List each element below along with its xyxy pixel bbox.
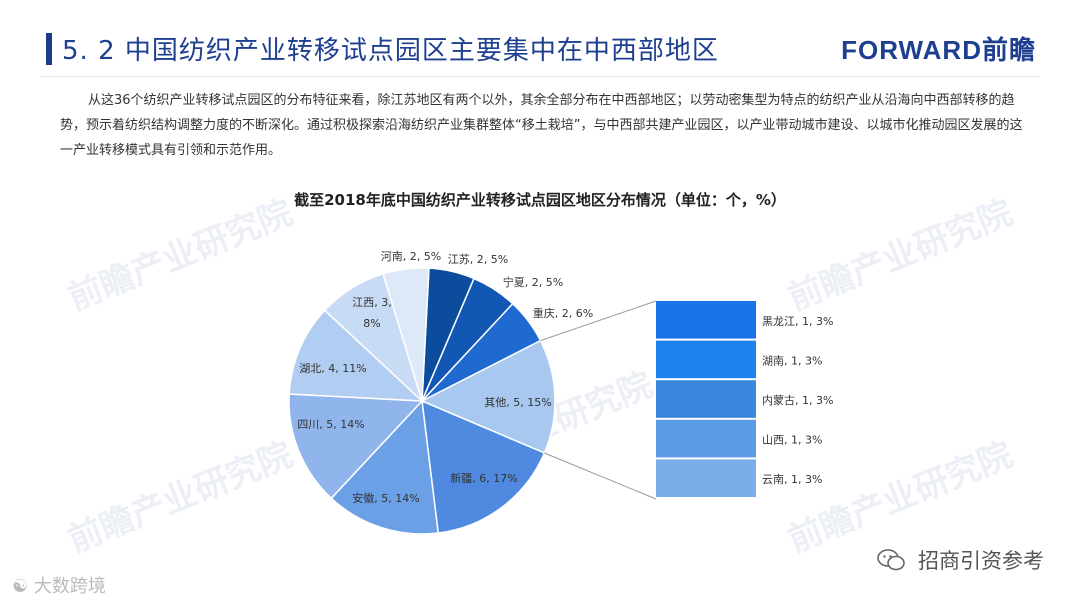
chart-title: 截至2018年底中国纺织产业转移试点园区地区分布情况（单位：个，%） [294,191,786,209]
footer-wechat-account: 招商引资参考 [877,545,1044,575]
bar-label-内蒙古: 内蒙古, 1, 3% [762,393,833,407]
pie-label-江西-percent: 8% [363,317,380,330]
brand-logo: FORWARD前瞻 [841,35,1036,65]
pie-label-河南: 河南, 2, 5% [381,250,441,263]
pie-label-新疆: 新疆, 6, 17% [450,471,517,485]
pie-label-四川: 四川, 5, 14% [297,418,364,431]
pie-label-宁夏: 宁夏, 2, 5% [503,275,563,289]
bar-label-云南: 云南, 1, 3% [762,473,822,486]
pie-slice-其他 [420,339,556,454]
bar-label-湖南: 湖南, 1, 3% [762,354,822,367]
title-accent-bar [46,33,52,65]
bar-label-山西: 山西, 1, 3% [762,434,822,447]
pie-slice-湖北 [288,309,425,402]
connector-line-top [540,300,657,342]
footer-left-label: 大数跨境 [33,576,106,597]
bar-label-黑龙江: 黑龙江, 1, 3% [762,315,833,328]
pie-slice-安徽 [330,399,440,535]
pie-label-江西: 江西, 3, [352,296,392,309]
source-logo-icon: ☯ [12,576,29,597]
wechat-account-name: 招商引资参考 [918,549,1044,573]
pie-slice-河南 [382,267,430,402]
footer-source-logo: ☯ 大数跨境 [12,572,106,598]
bar-segment-山西 [656,419,756,458]
bar-segment-云南 [656,459,756,497]
header-divider [40,76,1040,77]
pie-slice-四川 [288,393,424,500]
bar-segment-黑龙江 [656,301,756,339]
pie-label-湖北: 湖北, 4, 11% [299,362,366,375]
pie-label-重庆: 重庆, 2, 6% [533,306,593,320]
bar-segment-内蒙古 [656,380,756,418]
intro-paragraph: 从这36个纺织产业转移试点园区的分布特征来看，除江苏地区有两个以外，其余全部分布… [60,93,1023,158]
bar-segment-湖南 [656,340,756,379]
pie-label-安徽: 安徽, 5, 14% [352,491,419,505]
pie-label-江苏: 江苏, 2, 5% [448,253,508,266]
pie-label-其他: 其他, 5, 15% [484,396,551,409]
pie-slice-新疆 [421,399,546,534]
page-title: 5. 2 中国纺织产业转移试点园区主要集中在中西部地区 [62,36,719,66]
connector-line-bottom [544,452,657,500]
wechat-icon [877,549,906,571]
